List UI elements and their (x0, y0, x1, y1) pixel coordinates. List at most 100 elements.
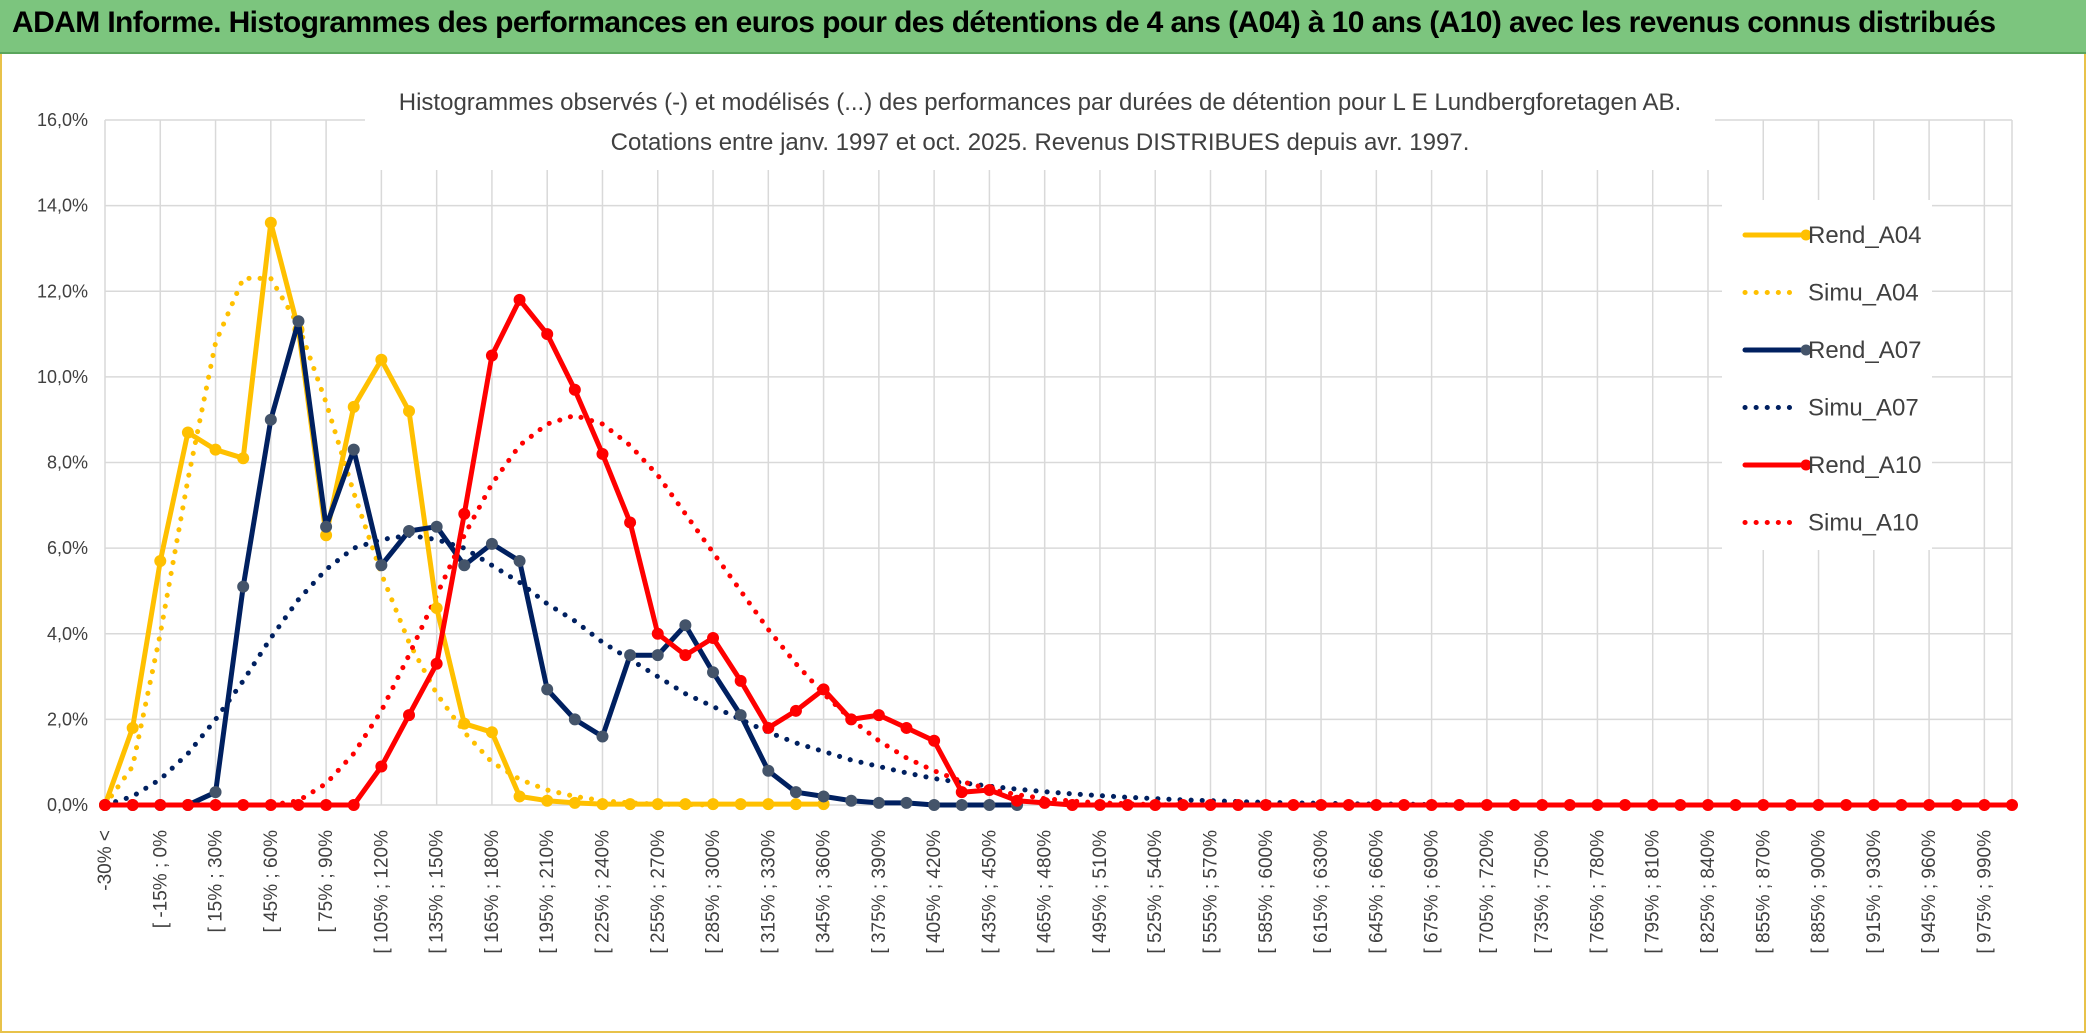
x-tick-label: [ 645% ; 660% (1366, 830, 1387, 954)
x-tick-label: [ 585% ; 600% (1256, 830, 1277, 954)
data-point-rend_a07 (320, 520, 333, 533)
x-tick-label: [ 855% ; 870% (1753, 830, 1774, 954)
x-tick-label: [ 225% ; 240% (592, 830, 613, 954)
data-point-rend_a10 (1646, 799, 1659, 811)
data-point-rend_a10 (237, 799, 250, 811)
y-tick-label: 4,0% (47, 624, 88, 644)
legend-marker-rend_a07 (1800, 344, 1812, 356)
data-point-rend_a10 (292, 799, 305, 811)
x-tick-label: [ 555% ; 570% (1201, 830, 1222, 954)
data-point-rend_a10 (928, 734, 941, 747)
series-line-simu_a10 (102, 412, 2015, 808)
x-tick-label: [ 975% ; 990% (1974, 830, 1995, 954)
data-point-rend_a04 (762, 798, 775, 811)
chart-title-line1: Histogrammes observés (-) et modélisés (… (399, 89, 1681, 116)
data-point-rend_a10 (1453, 799, 1466, 811)
series-line-rend_a10 (102, 297, 2015, 808)
x-tick-label: [ 15% ; 30% (206, 830, 227, 933)
legend: Rend_A04 Simu_A04 Rend_A07 Simu_A07 Rend_A10… (1722, 200, 1932, 550)
data-point-rend_a10 (513, 293, 526, 306)
x-tick-label: [ 375% ; 390% (869, 830, 890, 954)
data-point-rend_a10 (541, 328, 554, 341)
x-axis-ticks: -30% < [ -15% ; 0% [ 15% ; 30% [ 45% ; 60… (95, 830, 1995, 954)
x-tick-label: [ 795% ; 810% (1643, 830, 1664, 954)
data-point-rend_a07 (707, 666, 720, 679)
data-point-rend_a10 (872, 709, 885, 722)
data-point-rend_a07 (264, 413, 277, 426)
data-point-rend_a07 (983, 799, 996, 811)
data-point-rend_a04 (789, 798, 802, 811)
data-point-rend_a10 (209, 799, 222, 811)
data-point-rend_a04 (126, 721, 139, 734)
data-point-rend_a07 (485, 537, 498, 550)
y-tick-label: 0,0% (47, 795, 88, 815)
data-point-rend_a04 (596, 798, 609, 811)
x-tick-label: [ 45% ; 60% (261, 830, 282, 933)
y-tick-label: 8,0% (47, 453, 88, 473)
data-point-rend_a07 (513, 554, 526, 567)
data-point-rend_a10 (264, 799, 277, 811)
x-tick-label: [ 165% ; 180% (482, 830, 503, 954)
data-point-rend_a10 (1923, 799, 1936, 811)
data-point-rend_a10 (1784, 799, 1797, 811)
legend-marker-rend_a10 (1800, 459, 1812, 471)
data-point-rend_a10 (624, 516, 637, 529)
data-point-rend_a10 (1729, 799, 1742, 811)
y-axis-ticks: 0,0% 2,0% 4,0% 6,0% 8,0% 10,0% 12,0% 14,0% 16,0% (37, 110, 88, 815)
data-point-rend_a10 (1480, 799, 1493, 811)
data-point-rend_a10 (1425, 799, 1438, 811)
data-point-rend_a04 (513, 790, 526, 803)
x-tick-label: [ 945% ; 960% (1919, 830, 1940, 954)
x-tick-label: [ 105% ; 120% (371, 830, 392, 954)
data-point-rend_a10 (734, 674, 747, 687)
legend-label-rend_a04: Rend_A04 (1808, 222, 1921, 249)
data-point-rend_a10 (154, 799, 167, 811)
y-tick-label: 14,0% (37, 196, 88, 216)
data-point-rend_a07 (762, 764, 775, 777)
data-point-rend_a10 (1011, 794, 1024, 807)
x-tick-label: [ -15% ; 0% (150, 830, 171, 928)
data-point-rend_a10 (817, 683, 830, 696)
data-point-rend_a10 (485, 349, 498, 362)
y-tick-label: 16,0% (37, 110, 88, 130)
data-point-rend_a10 (430, 657, 443, 670)
x-tick-label: [ 495% ; 510% (1090, 830, 1111, 954)
data-point-rend_a04 (485, 726, 498, 739)
data-point-rend_a10 (596, 447, 609, 460)
data-point-rend_a10 (707, 632, 720, 645)
data-point-rend_a07 (651, 649, 664, 662)
y-tick-label: 12,0% (37, 281, 88, 301)
legend-label-simu_a04: Simu_A04 (1808, 280, 1919, 307)
legend-box (1722, 200, 1932, 550)
data-point-rend_a04 (375, 353, 388, 366)
data-point-rend_a07 (347, 443, 360, 456)
data-point-rend_a10 (1591, 799, 1604, 811)
x-tick-label: [ 675% ; 690% (1422, 830, 1443, 954)
x-tick-label: [ 525% ; 540% (1145, 830, 1166, 954)
data-point-rend_a04 (734, 798, 747, 811)
data-point-rend_a04 (458, 717, 471, 730)
data-point-rend_a07 (541, 683, 554, 696)
data-point-rend_a10 (1232, 799, 1245, 811)
data-point-rend_a04 (264, 216, 277, 229)
x-tick-label: [ 135% ; 150% (427, 830, 448, 954)
x-tick-label: [ 195% ; 210% (537, 830, 558, 954)
data-point-rend_a07 (817, 790, 830, 803)
x-tick-label: -30% < (95, 830, 116, 891)
data-point-rend_a10 (1508, 799, 1521, 811)
x-tick-label: [ 285% ; 300% (703, 830, 724, 954)
y-tick-label: 2,0% (47, 709, 88, 729)
data-point-rend_a07 (734, 709, 747, 722)
data-point-rend_a10 (1978, 799, 1991, 811)
data-point-rend_a10 (1315, 799, 1328, 811)
data-point-rend_a10 (1563, 799, 1576, 811)
chart-title-line2: Cotations entre janv. 1997 et oct. 2025.… (611, 129, 1470, 156)
x-tick-label: [ 735% ; 750% (1532, 830, 1553, 954)
legend-label-simu_a07: Simu_A07 (1808, 395, 1919, 422)
data-point-rend_a10 (320, 799, 333, 811)
data-point-rend_a10 (1038, 796, 1051, 809)
data-point-rend_a10 (900, 721, 913, 734)
header-banner: ADAM Informe. Histogrammes des performan… (0, 0, 2086, 54)
chart-title: Histogrammes observés (-) et modélisés (… (365, 80, 1715, 170)
